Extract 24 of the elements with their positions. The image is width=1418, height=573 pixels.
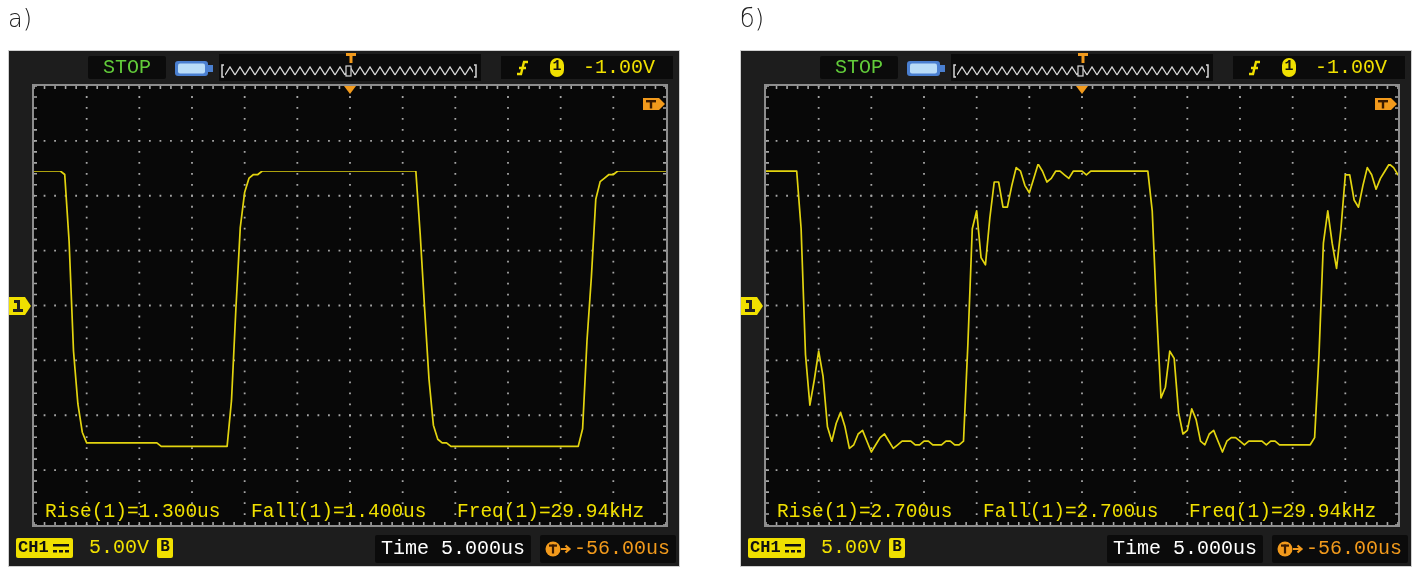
text: -1.00V	[583, 55, 656, 79]
text: -1.00V	[1315, 55, 1388, 79]
text: -56.00us	[1306, 537, 1403, 560]
annotation: Freq(1)=29.94kHz	[1189, 500, 1377, 524]
annotation: Fall(1)=2.700us	[983, 500, 1159, 524]
chart-title: б)	[740, 5, 765, 33]
annotation: Rise(1)=1.300us	[45, 500, 221, 524]
text: STOP	[834, 55, 883, 79]
text: -56.00us	[574, 537, 671, 560]
text: Time 5.000us	[1113, 537, 1258, 560]
text: 1	[552, 58, 562, 76]
annotation: Fall(1)=1.400us	[251, 500, 427, 524]
text: CH1	[750, 537, 781, 558]
text: B	[892, 538, 902, 557]
text: B	[160, 538, 170, 557]
text: Time 5.000us	[381, 537, 526, 560]
annotation: Rise(1)=2.700us	[777, 500, 953, 524]
text: 5.00V	[89, 535, 150, 559]
annotation: Freq(1)=29.94kHz	[457, 500, 645, 524]
text: CH1	[18, 537, 49, 558]
chart-title: а)	[8, 5, 33, 33]
text: STOP	[102, 55, 151, 79]
text: 1	[1284, 58, 1294, 76]
text: 5.00V	[821, 535, 882, 559]
